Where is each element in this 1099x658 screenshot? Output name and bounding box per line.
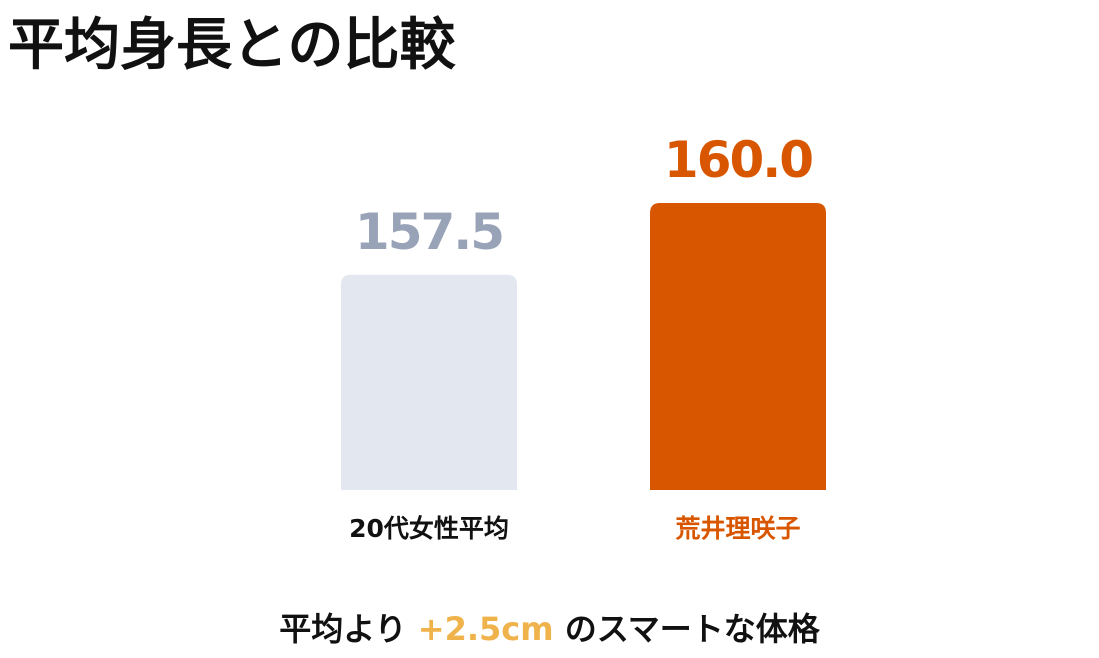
category-label-2: 荒井理咲子 xyxy=(675,514,800,543)
bar-1 xyxy=(341,274,517,490)
summary-caption: 平均より +2.5cm のスマートな体格 xyxy=(0,604,1099,654)
summary-prefix: 平均より xyxy=(279,610,418,648)
page-title: 平均身長との比較 xyxy=(8,13,456,78)
summary-suffix: のスマートな体格 xyxy=(553,610,820,648)
summary-difference: +2.5cm xyxy=(417,610,554,648)
bar-2 xyxy=(650,203,826,491)
bar-value-label-2: 160.0 xyxy=(664,131,812,189)
bar-value-label-1: 157.5 xyxy=(355,203,503,261)
category-label-1: 20代女性平均 xyxy=(349,514,509,543)
